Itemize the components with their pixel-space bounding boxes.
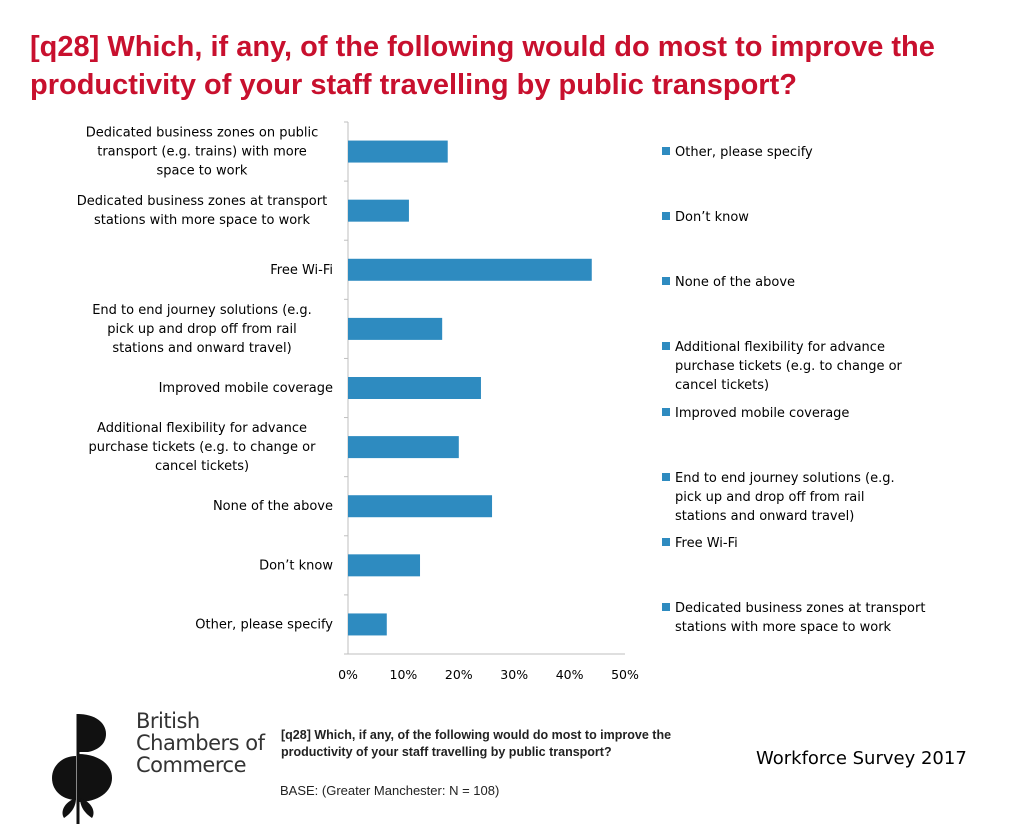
bcc-logo-text: British Chambers of Commerce — [136, 710, 265, 776]
legend-entry: End to end journey solutions (e.g. pick u… — [675, 471, 895, 524]
category-label: Dedicated business zones at transport sta… — [77, 194, 327, 228]
legend-swatch — [662, 147, 670, 155]
legend-swatch — [662, 603, 670, 611]
category-label: End to end journey solutions (e.g. pick u… — [92, 303, 312, 356]
category-label: Free Wi-Fi — [270, 263, 333, 278]
survey-name: Workforce Survey 2017 — [756, 748, 967, 769]
x-tick-label: 0% — [338, 667, 358, 682]
bar — [348, 258, 592, 281]
bar-chart: Dedicated business zones on public transp… — [77, 121, 925, 682]
bar — [348, 140, 448, 163]
legend-entry: Additional flexibility for advance purcha… — [675, 340, 903, 393]
legend-entry: Improved mobile coverage — [675, 406, 849, 421]
legend-swatch — [662, 473, 670, 481]
legend-swatch — [662, 277, 670, 285]
bar — [348, 377, 481, 399]
category-label: Dedicated business zones on public transp… — [86, 126, 319, 179]
x-tick-label: 20% — [445, 667, 473, 682]
footer-question: [q28] Which, if any, of the following wo… — [281, 728, 672, 759]
legend-swatch — [662, 342, 670, 350]
logo-line-2: Chambers of — [136, 731, 265, 755]
bar — [348, 317, 443, 340]
legend-entry: Don’t know — [675, 210, 749, 225]
legend-swatch — [662, 538, 670, 546]
base-note: BASE: (Greater Manchester: N = 108) — [280, 783, 500, 798]
bar — [348, 199, 409, 222]
bar — [348, 436, 459, 459]
category-label: Other, please specify — [195, 617, 333, 632]
x-tick-label: 40% — [556, 667, 584, 682]
logo-line-3: Commerce — [136, 753, 246, 777]
category-label: Don’t know — [259, 558, 333, 573]
category-label: Additional flexibility for advance purcha… — [89, 421, 317, 474]
category-label: None of the above — [213, 499, 333, 514]
category-label: Improved mobile coverage — [159, 381, 333, 396]
legend-entry: Dedicated business zones at transport sta… — [675, 601, 925, 635]
legend-entry: Free Wi-Fi — [675, 536, 738, 551]
legend-entry: Other, please specify — [675, 145, 813, 160]
legend-swatch — [662, 408, 670, 416]
logo-line-1: British — [136, 709, 200, 733]
page-title: [q28] Which, if any, of the following wo… — [30, 31, 935, 101]
x-tick-label: 30% — [500, 667, 528, 682]
x-tick-label: 10% — [390, 667, 418, 682]
x-tick-label: 50% — [611, 667, 639, 682]
bar — [348, 495, 493, 518]
legend-entry: None of the above — [675, 275, 795, 290]
bar — [348, 613, 387, 636]
bar — [348, 554, 421, 577]
legend-swatch — [662, 212, 670, 220]
bcc-logo-icon — [52, 714, 112, 824]
